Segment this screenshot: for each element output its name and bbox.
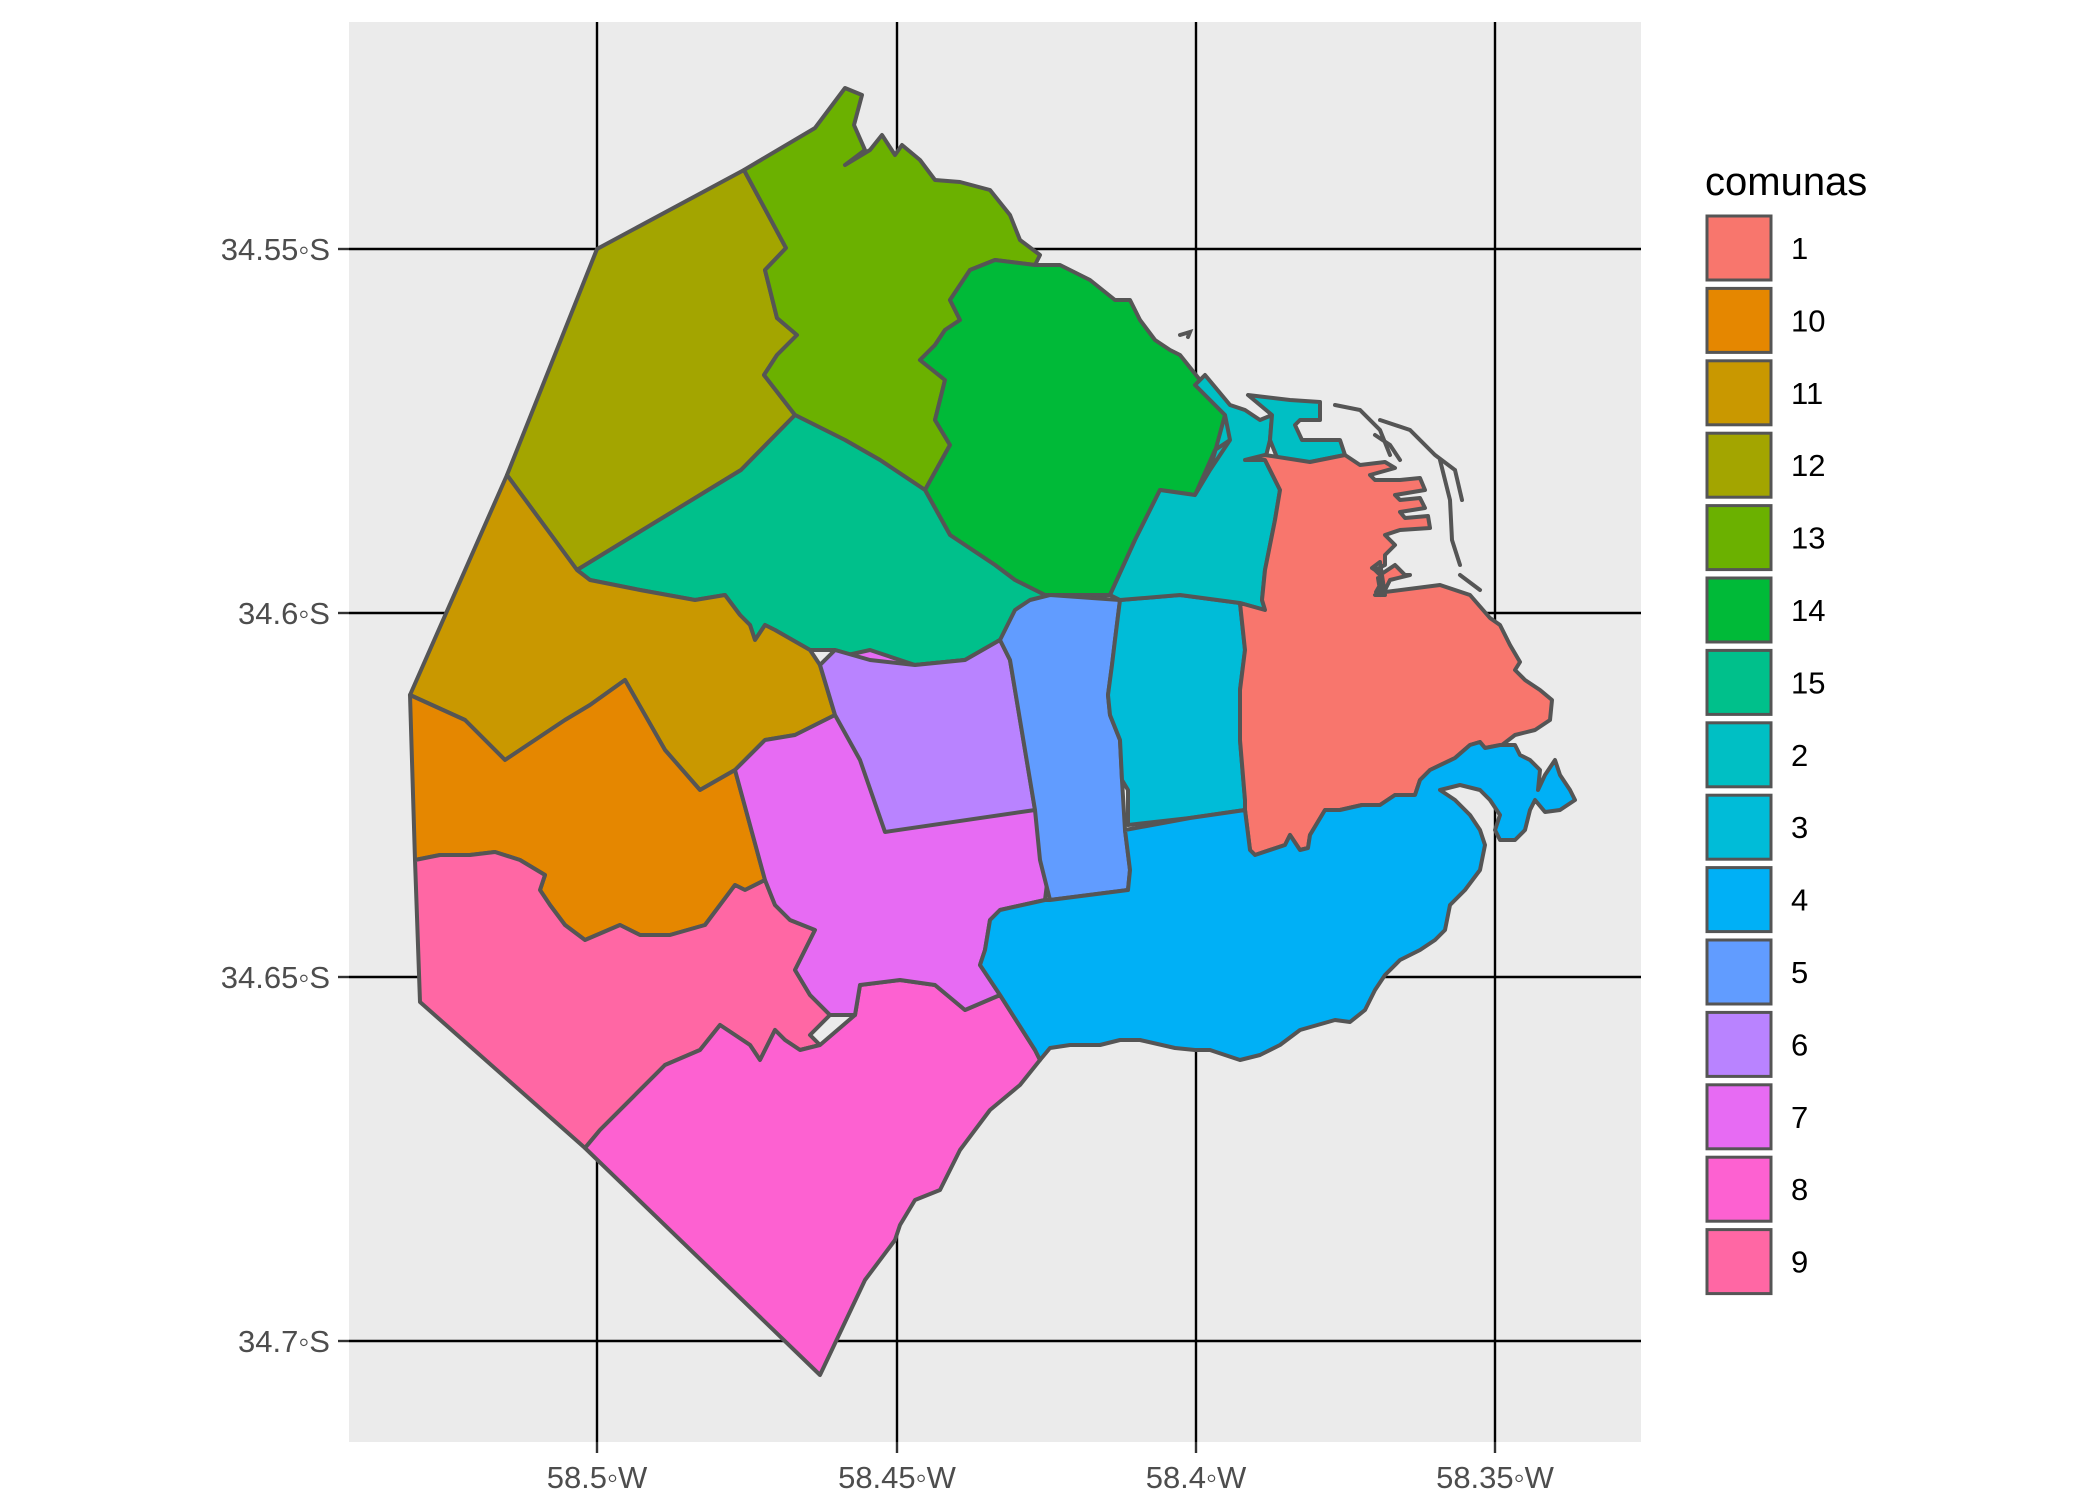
legend-swatch-15 [1705,648,1773,716]
legend-swatch-3 [1705,793,1773,861]
legend-label-6: 6 [1791,1027,1808,1062]
legend-swatch-5 [1705,938,1773,1006]
x-tick-label: 58.35◦W [1436,1460,1555,1495]
legend-label-14: 14 [1791,593,1825,628]
x-tick-label: 58.5◦W [547,1460,648,1495]
legend-title: comunas [1705,160,1867,204]
legend-label-1: 1 [1791,231,1808,266]
legend-swatch-6 [1705,1010,1773,1078]
legend-swatch-2 [1705,721,1773,789]
legend-swatch-1 [1705,214,1773,282]
legend-label-13: 13 [1791,521,1825,556]
legend-swatch-8 [1705,1155,1773,1223]
legend-label-12: 12 [1791,448,1825,483]
legend-swatch-9 [1705,1228,1773,1296]
comuna-5[interactable] [998,593,1132,902]
y-tick-label: 34.65◦S [221,960,330,995]
legend-swatch-12 [1705,431,1773,499]
axis-ticks [338,247,1497,1453]
legend-label-2: 2 [1791,738,1808,773]
legend-swatch-7 [1705,1083,1773,1151]
comuna-4[interactable] [978,740,1577,1062]
legend-swatch-10 [1705,286,1773,354]
y-axis-labels: 34.55◦S 34.6◦S 34.65◦S 34.7◦S [221,232,330,1359]
legend-label-5: 5 [1791,955,1808,990]
comunas-layer [408,86,1577,1377]
y-tick-label: 34.7◦S [238,1324,330,1359]
legend-label-11: 11 [1791,376,1823,411]
x-tick-label: 58.4◦W [1146,1460,1247,1495]
legend-swatch-11 [1705,359,1773,427]
port-outlines [1178,328,1482,592]
y-tick-label: 34.6◦S [238,596,330,631]
legend-label-7: 7 [1791,1100,1808,1135]
legend-label-15: 15 [1791,665,1825,700]
comuna-2-port[interactable] [1246,393,1347,467]
x-axis-labels: 58.5◦W 58.45◦W 58.4◦W 58.35◦W [547,1460,1555,1495]
legend-label-10: 10 [1791,303,1825,338]
x-tick-label: 58.45◦W [838,1460,957,1495]
legend-label-9: 9 [1791,1245,1808,1280]
legend-label-4: 4 [1791,883,1808,918]
legend-swatch-14 [1705,576,1773,644]
y-tick-label: 34.55◦S [221,232,330,267]
comuna-3[interactable] [1106,593,1247,827]
legend-swatch-13 [1705,504,1773,572]
legend-label-3: 3 [1791,810,1808,845]
legend-label-8: 8 [1791,1172,1808,1207]
legend: comunas 1 10 11 12 13 14 15 2 3 4 5 6 7 8 9 [1705,160,1867,1296]
legend-swatch-4 [1705,866,1773,934]
legend-keys: 1 10 11 12 13 14 15 2 3 4 5 6 7 8 9 [1705,214,1825,1296]
